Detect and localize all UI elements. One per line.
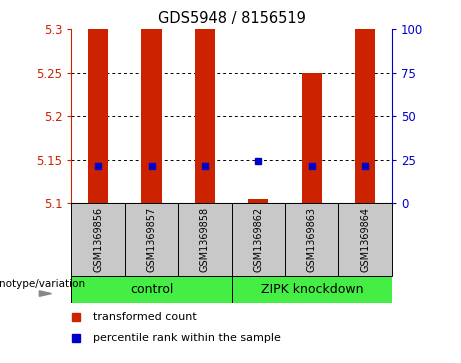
Text: ZIPK knockdown: ZIPK knockdown <box>260 283 363 296</box>
Text: GSM1369863: GSM1369863 <box>307 207 317 272</box>
Bar <box>142 29 162 203</box>
Text: GSM1369862: GSM1369862 <box>254 207 263 272</box>
Text: transformed count: transformed count <box>93 312 196 322</box>
Bar <box>195 29 215 203</box>
Text: GSM1369857: GSM1369857 <box>147 207 157 272</box>
Text: percentile rank within the sample: percentile rank within the sample <box>93 334 281 343</box>
Title: GDS5948 / 8156519: GDS5948 / 8156519 <box>158 12 306 26</box>
Bar <box>71 203 125 276</box>
Bar <box>355 29 375 203</box>
Bar <box>301 73 322 203</box>
Bar <box>285 203 338 276</box>
Text: GSM1369864: GSM1369864 <box>360 207 370 272</box>
Bar <box>338 203 392 276</box>
Bar <box>231 276 392 303</box>
Bar <box>125 203 178 276</box>
Bar <box>88 29 108 203</box>
Bar <box>178 203 231 276</box>
Polygon shape <box>39 291 52 296</box>
Text: control: control <box>130 283 173 296</box>
Bar <box>231 203 285 276</box>
Text: genotype/variation: genotype/variation <box>0 279 85 289</box>
Text: GSM1369856: GSM1369856 <box>93 207 103 272</box>
Bar <box>71 276 231 303</box>
Text: GSM1369858: GSM1369858 <box>200 207 210 272</box>
Bar <box>248 199 268 203</box>
